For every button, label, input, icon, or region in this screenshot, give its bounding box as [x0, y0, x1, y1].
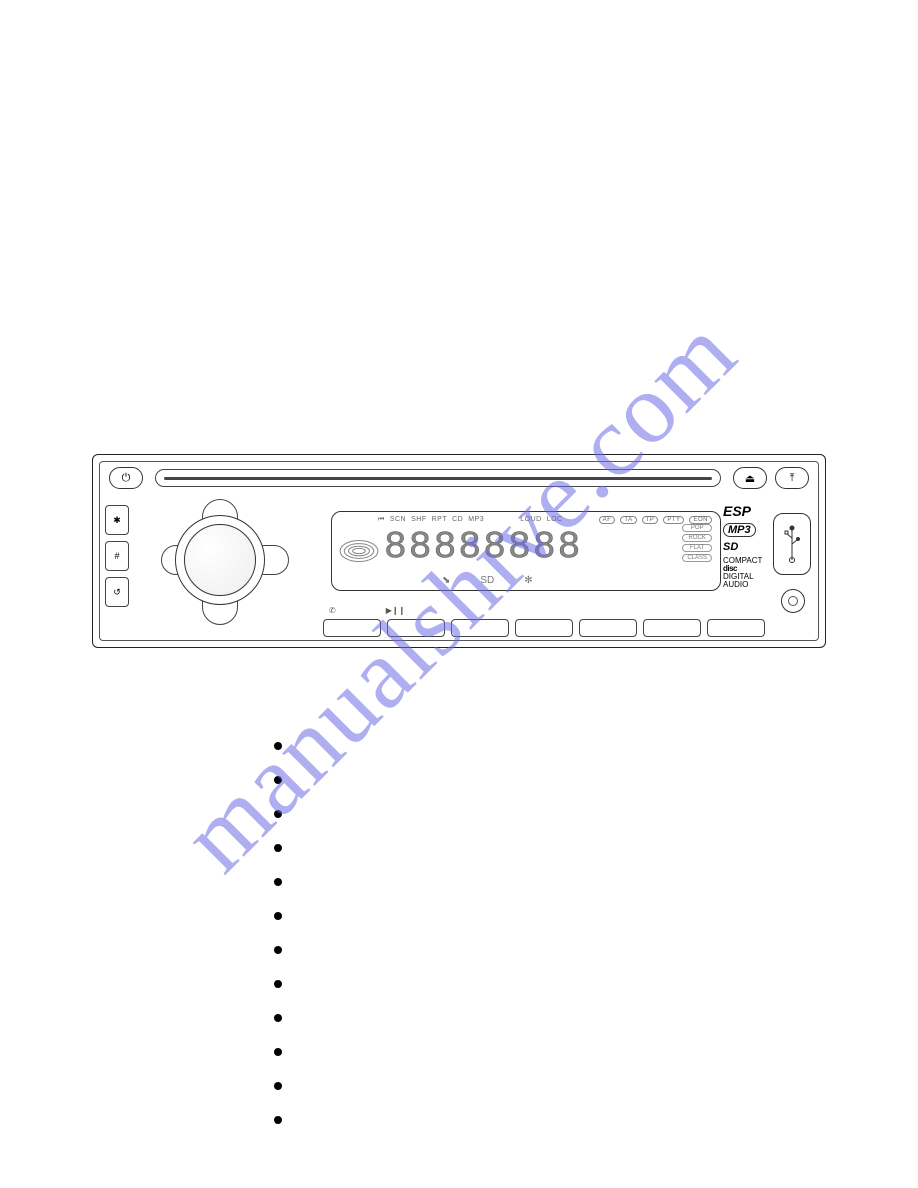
side-button-3: ↺: [105, 577, 129, 607]
lcd-indicators: ⏮ SCN SHF RPT CD MP3 LOUD LOC AF TA TP P…: [378, 516, 712, 524]
cd-slot: [155, 469, 721, 487]
eq-pop: POP: [682, 524, 712, 532]
preset-5: [579, 619, 637, 637]
preset-2: [387, 619, 445, 637]
eject-button: ⏏: [733, 467, 767, 489]
preset-button-row: [323, 619, 765, 637]
car-stereo-diagram: ⏻ ⏏ ⤒ ✱ # ↺ ⏮ SCN SHF RPT CD MP3: [92, 454, 826, 648]
esp-logo: ESP: [723, 503, 751, 519]
bullet-item: [274, 806, 674, 821]
bullet-item: [274, 1112, 674, 1127]
compact-disc-logo: COMPACT disc DIGITAL AUDIO: [723, 557, 769, 589]
sd-logo: SD: [723, 541, 738, 553]
lcd-pill-eon: EON: [689, 516, 712, 524]
logo-column: ESP MP3 SD COMPACT disc DIGITAL AUDIO: [723, 503, 769, 589]
bullet-item: [274, 1010, 674, 1025]
lcd-pill-pty: PTY: [663, 516, 684, 524]
bullet-item: [274, 1078, 674, 1093]
volume-knob-inner: [184, 524, 256, 596]
dpad-cluster: [135, 497, 305, 627]
eq-class: CLASS: [682, 554, 712, 562]
lcd-digits: 88888888: [384, 526, 582, 569]
sd-icon: SD: [480, 575, 494, 586]
usb-trident-icon: [784, 524, 800, 564]
lcd-indicators-mid: LOUD LOC: [520, 516, 562, 524]
preset-3: [451, 619, 509, 637]
lcd-ind-mp3: MP3: [468, 516, 484, 524]
preset-1: [323, 619, 381, 637]
phone-icon: ✆: [329, 606, 336, 615]
lcd-display: ⏮ SCN SHF RPT CD MP3 LOUD LOC AF TA TP P…: [331, 511, 721, 591]
bullet-item: [274, 840, 674, 855]
preset-6: [643, 619, 701, 637]
lcd-ind-loc: LOC: [547, 516, 563, 524]
bullet-item: [274, 1044, 674, 1059]
power-button: ⏻: [109, 467, 143, 489]
eq-rock: ROCK: [682, 534, 712, 542]
bullet-item: [274, 772, 674, 787]
bluetooth-icon: ✻: [524, 575, 532, 586]
bullet-item: [274, 976, 674, 991]
volume-knob: [175, 515, 265, 605]
lcd-pill-tp: TP: [642, 516, 659, 524]
lcd-ind-cd: CD: [452, 516, 463, 524]
tiny-icons-row: ✆ ▶❙❙: [329, 606, 405, 615]
left-control-cluster: ✱ # ↺: [105, 497, 315, 627]
bullet-item: [274, 874, 674, 889]
lcd-eq-labels: POP ROCK FLAT CLASS: [682, 524, 712, 562]
bullet-item: [274, 738, 674, 753]
lcd-pill-af: AF: [599, 516, 616, 524]
side-button-1: ✱: [105, 505, 129, 535]
right-block: ESP MP3 SD COMPACT disc DIGITAL AUDIO: [723, 503, 811, 613]
eq-flat: FLAT: [682, 544, 712, 552]
lcd-indicators-right: AF TA TP PTY EON: [599, 516, 712, 524]
lcd-ind-shf: SHF: [411, 516, 427, 524]
usb-icon: ⬊: [442, 575, 450, 586]
bullet-list: [274, 738, 674, 1146]
lcd-ind-rpt: RPT: [432, 516, 448, 524]
preset-4: [515, 619, 573, 637]
lcd-indicators-left: ⏮ SCN SHF RPT CD MP3: [378, 516, 484, 524]
bullet-item: [274, 942, 674, 957]
panel-release-button: ⤒: [775, 467, 809, 489]
play-pause-icon: ▶❙❙: [386, 606, 406, 615]
aux-jack: [781, 589, 805, 613]
lcd-swirl-icon: [338, 530, 380, 572]
side-button-2: #: [105, 541, 129, 571]
lcd-bottom-icons: ⬊ SD ✻: [442, 575, 533, 586]
preset-7: [707, 619, 765, 637]
lcd-ind-loud: LOUD: [520, 516, 541, 524]
lcd-pill-ta: TA: [620, 516, 636, 524]
usb-port: [773, 513, 811, 575]
bullet-item: [274, 908, 674, 923]
disc-bot: DIGITAL AUDIO: [723, 572, 753, 589]
lcd-ind-prev: ⏮: [378, 516, 385, 524]
mp3-logo: MP3: [723, 523, 756, 537]
lcd-ind-scn: SCN: [390, 516, 406, 524]
